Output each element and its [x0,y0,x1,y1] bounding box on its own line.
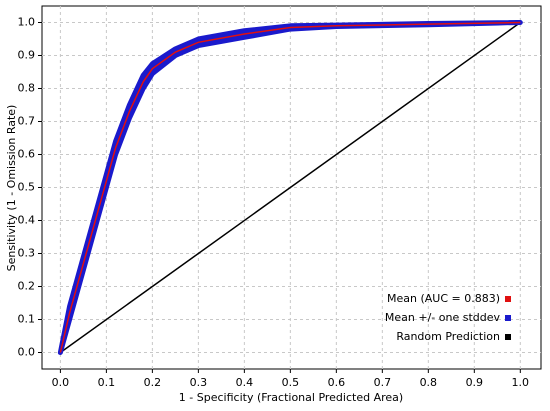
y-tick-label: 0.2 [18,280,36,293]
y-tick-label: 0.8 [18,82,36,95]
x-tick-label: 0.4 [236,376,254,389]
x-tick-label: 0.9 [466,376,484,389]
random-line [59,21,521,354]
x-tick-label: 0.6 [328,376,346,389]
y-tick-label: 0.0 [18,346,36,359]
y-axis-label: Sensitivity (1 - Omission Rate) [5,105,18,272]
y-tick-label: 0.1 [18,313,36,326]
x-tick-label: 0.8 [420,376,438,389]
legend-label: Mean (AUC = 0.883) [387,292,500,305]
x-tick-label: 1.0 [512,376,530,389]
legend-marker [505,296,511,302]
x-tick-label: 0.3 [190,376,208,389]
x-tick-label: 0.0 [52,376,70,389]
y-tick-label: 0.6 [18,148,36,161]
y-tick-label: 0.3 [18,247,36,260]
y-tick-label: 1.0 [18,16,36,29]
y-tick-label: 0.5 [18,181,36,194]
x-tick-label: 0.1 [98,376,116,389]
x-tick-label: 0.7 [374,376,392,389]
y-tick-label: 0.9 [18,49,36,62]
x-tick-label: 0.2 [144,376,162,389]
mean-line [59,21,521,353]
legend-label: Random Prediction [396,330,500,343]
legend-marker [505,315,511,321]
legend-marker [505,334,511,340]
legend-label: Mean +/- one stddev [385,311,501,324]
x-tick-label: 0.5 [282,376,300,389]
y-tick-label: 0.4 [18,214,36,227]
y-tick-label: 0.7 [18,115,36,128]
x-axis-label: 1 - Specificity (Fractional Predicted Ar… [179,391,403,404]
